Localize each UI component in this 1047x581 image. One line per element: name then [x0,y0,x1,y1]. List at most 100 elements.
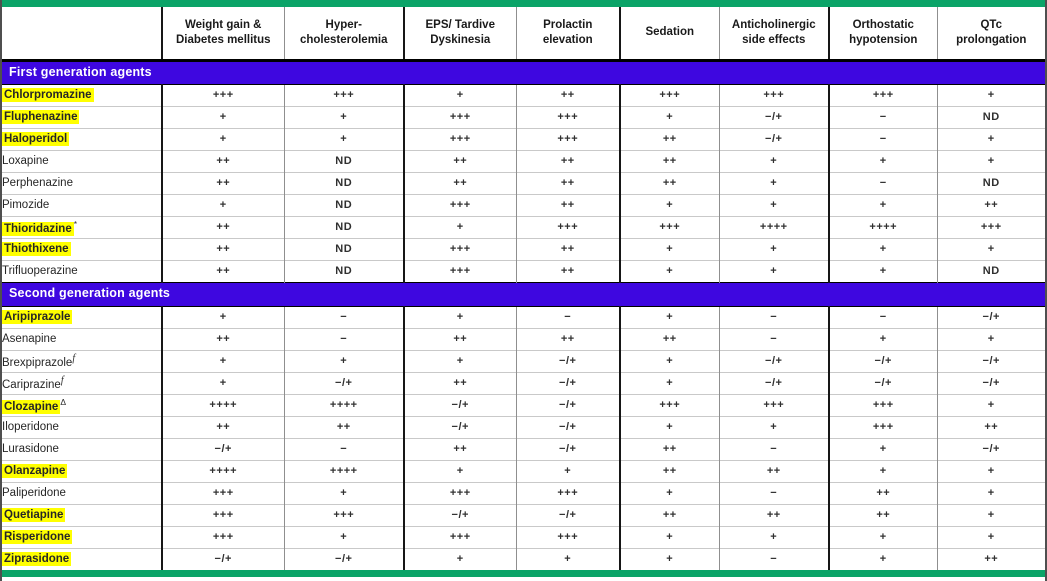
rating-cell: + [403,305,516,328]
column-header: EPS/ Tardive Dyskinesia [403,7,516,62]
rating-cell: + [515,547,620,570]
rating-cell: ++ [161,415,284,438]
rating-cell: ++ [619,127,719,150]
rating-cell: + [718,149,829,172]
rating-cell: ND [283,237,404,260]
drug-name-cell: Quetiapine [2,503,162,526]
rating-cell: −/+ [515,437,620,460]
header-row: Weight gain & Diabetes mellitus Hyper- ch… [2,7,1045,62]
rating-cell: + [161,127,284,150]
rating-cell: −/+ [161,437,284,460]
rating-cell: ++ [161,327,284,350]
rating-cell: + [403,547,516,570]
rating-cell: + [828,437,937,460]
column-header: QTc prolongation [936,7,1045,62]
table-row: Perphenazine ++ ND ++ ++ ++ + − ND [2,171,1045,194]
rating-cell: ND [283,193,404,216]
rating-cell: ++ [718,459,829,482]
rating-cell: ++++ [161,459,284,482]
rating-cell: ++ [161,259,284,282]
rating-cell: +++ [515,525,620,548]
rating-cell: ++ [718,503,829,526]
rating-cell: + [619,349,719,372]
section-header-label: Second generation agents [2,281,1045,307]
rating-cell: +++ [161,525,284,548]
rating-cell: −/+ [403,393,516,416]
rating-cell: +++ [619,83,719,106]
drug-name-cell: Lurasidone [2,437,162,460]
rating-cell: ++ [515,237,620,260]
rating-cell: ++ [515,327,620,350]
rating-cell: ND [936,259,1045,282]
rating-cell: ++ [936,415,1045,438]
rating-cell: − [718,547,829,570]
drug-superscript: f [60,375,64,387]
rating-cell: +++ [403,105,516,128]
rating-cell: −/+ [828,349,937,372]
rating-cell: + [515,459,620,482]
rating-cell: ++++ [718,215,829,238]
rating-cell: + [828,259,937,282]
rating-cell: +++ [515,215,620,238]
drug-superscript: Δ [60,397,66,408]
rating-cell: +++ [161,481,284,504]
rating-cell: + [936,149,1045,172]
table-row: Aripiprazole + − + − + − − −/+ [2,305,1045,328]
rating-cell: ++++ [283,459,404,482]
table-row: Ziprasidone −/+ −/+ + + + − + ++ [2,547,1045,570]
rating-cell: ++ [828,503,937,526]
rating-cell: ++ [283,415,404,438]
rating-cell: ++ [403,371,516,394]
rating-cell: + [936,481,1045,504]
rating-cell: −/+ [161,547,284,570]
rating-cell: − [828,105,937,128]
rating-cell: +++ [161,503,284,526]
rating-cell: ++ [936,193,1045,216]
drug-name: Thiothixene [2,242,71,256]
rating-cell: − [718,327,829,350]
rating-cell: − [283,327,404,350]
rating-cell: +++ [403,259,516,282]
section-header-row: Second generation agents [2,281,1045,307]
rating-cell: + [936,327,1045,350]
drug-name: Ziprasidone [2,552,72,567]
drug-name-cell: Thiothixene [2,237,162,260]
rating-cell: −/+ [936,437,1045,460]
rating-cell: −/+ [718,105,829,128]
rating-cell: + [718,171,829,194]
rating-cell: +++ [936,215,1045,238]
rating-cell: −/+ [515,371,620,394]
drug-name-cell: Brexpiprazolef [2,349,162,372]
rating-cell: + [828,237,937,260]
rating-cell: − [718,481,829,504]
rating-cell: + [283,481,404,504]
rating-cell: + [619,193,719,216]
column-header: Hyper- cholesterolemia [283,7,404,62]
rating-cell: −/+ [936,305,1045,328]
drug-name: Paliperidone [2,487,66,499]
drug-name: Quetiapine [2,508,66,522]
drug-name-cell: Cariprazinef [2,371,162,394]
rating-cell: −/+ [515,503,620,526]
rating-cell: ND [283,215,404,238]
rating-cell: ND [283,171,404,194]
table-row: Loxapine ++ ND ++ ++ ++ + + + [2,149,1045,172]
column-header: Orthostatic hypotension [828,7,937,62]
drug-name: Aripiprazole [2,310,73,324]
drug-name-cell: Perphenazine [2,171,162,194]
table-row: Haloperidol + + +++ +++ ++ −/+ − + [2,127,1045,150]
rating-cell: +++ [403,237,516,260]
rating-cell: ++++ [828,215,937,238]
rating-cell: +++ [283,503,404,526]
rating-cell: + [283,127,404,150]
table-row: Iloperidone ++ ++ −/+ −/+ + + +++ ++ [2,415,1045,438]
rating-cell: + [161,371,284,394]
rating-cell: ND [936,171,1045,194]
column-header: Sedation [619,7,719,62]
rating-cell: −/+ [403,503,516,526]
rating-cell: ND [936,105,1045,128]
rating-cell: −/+ [403,415,516,438]
bottom-green-border [2,570,1045,577]
rating-cell: + [936,83,1045,106]
rating-cell: + [619,481,719,504]
